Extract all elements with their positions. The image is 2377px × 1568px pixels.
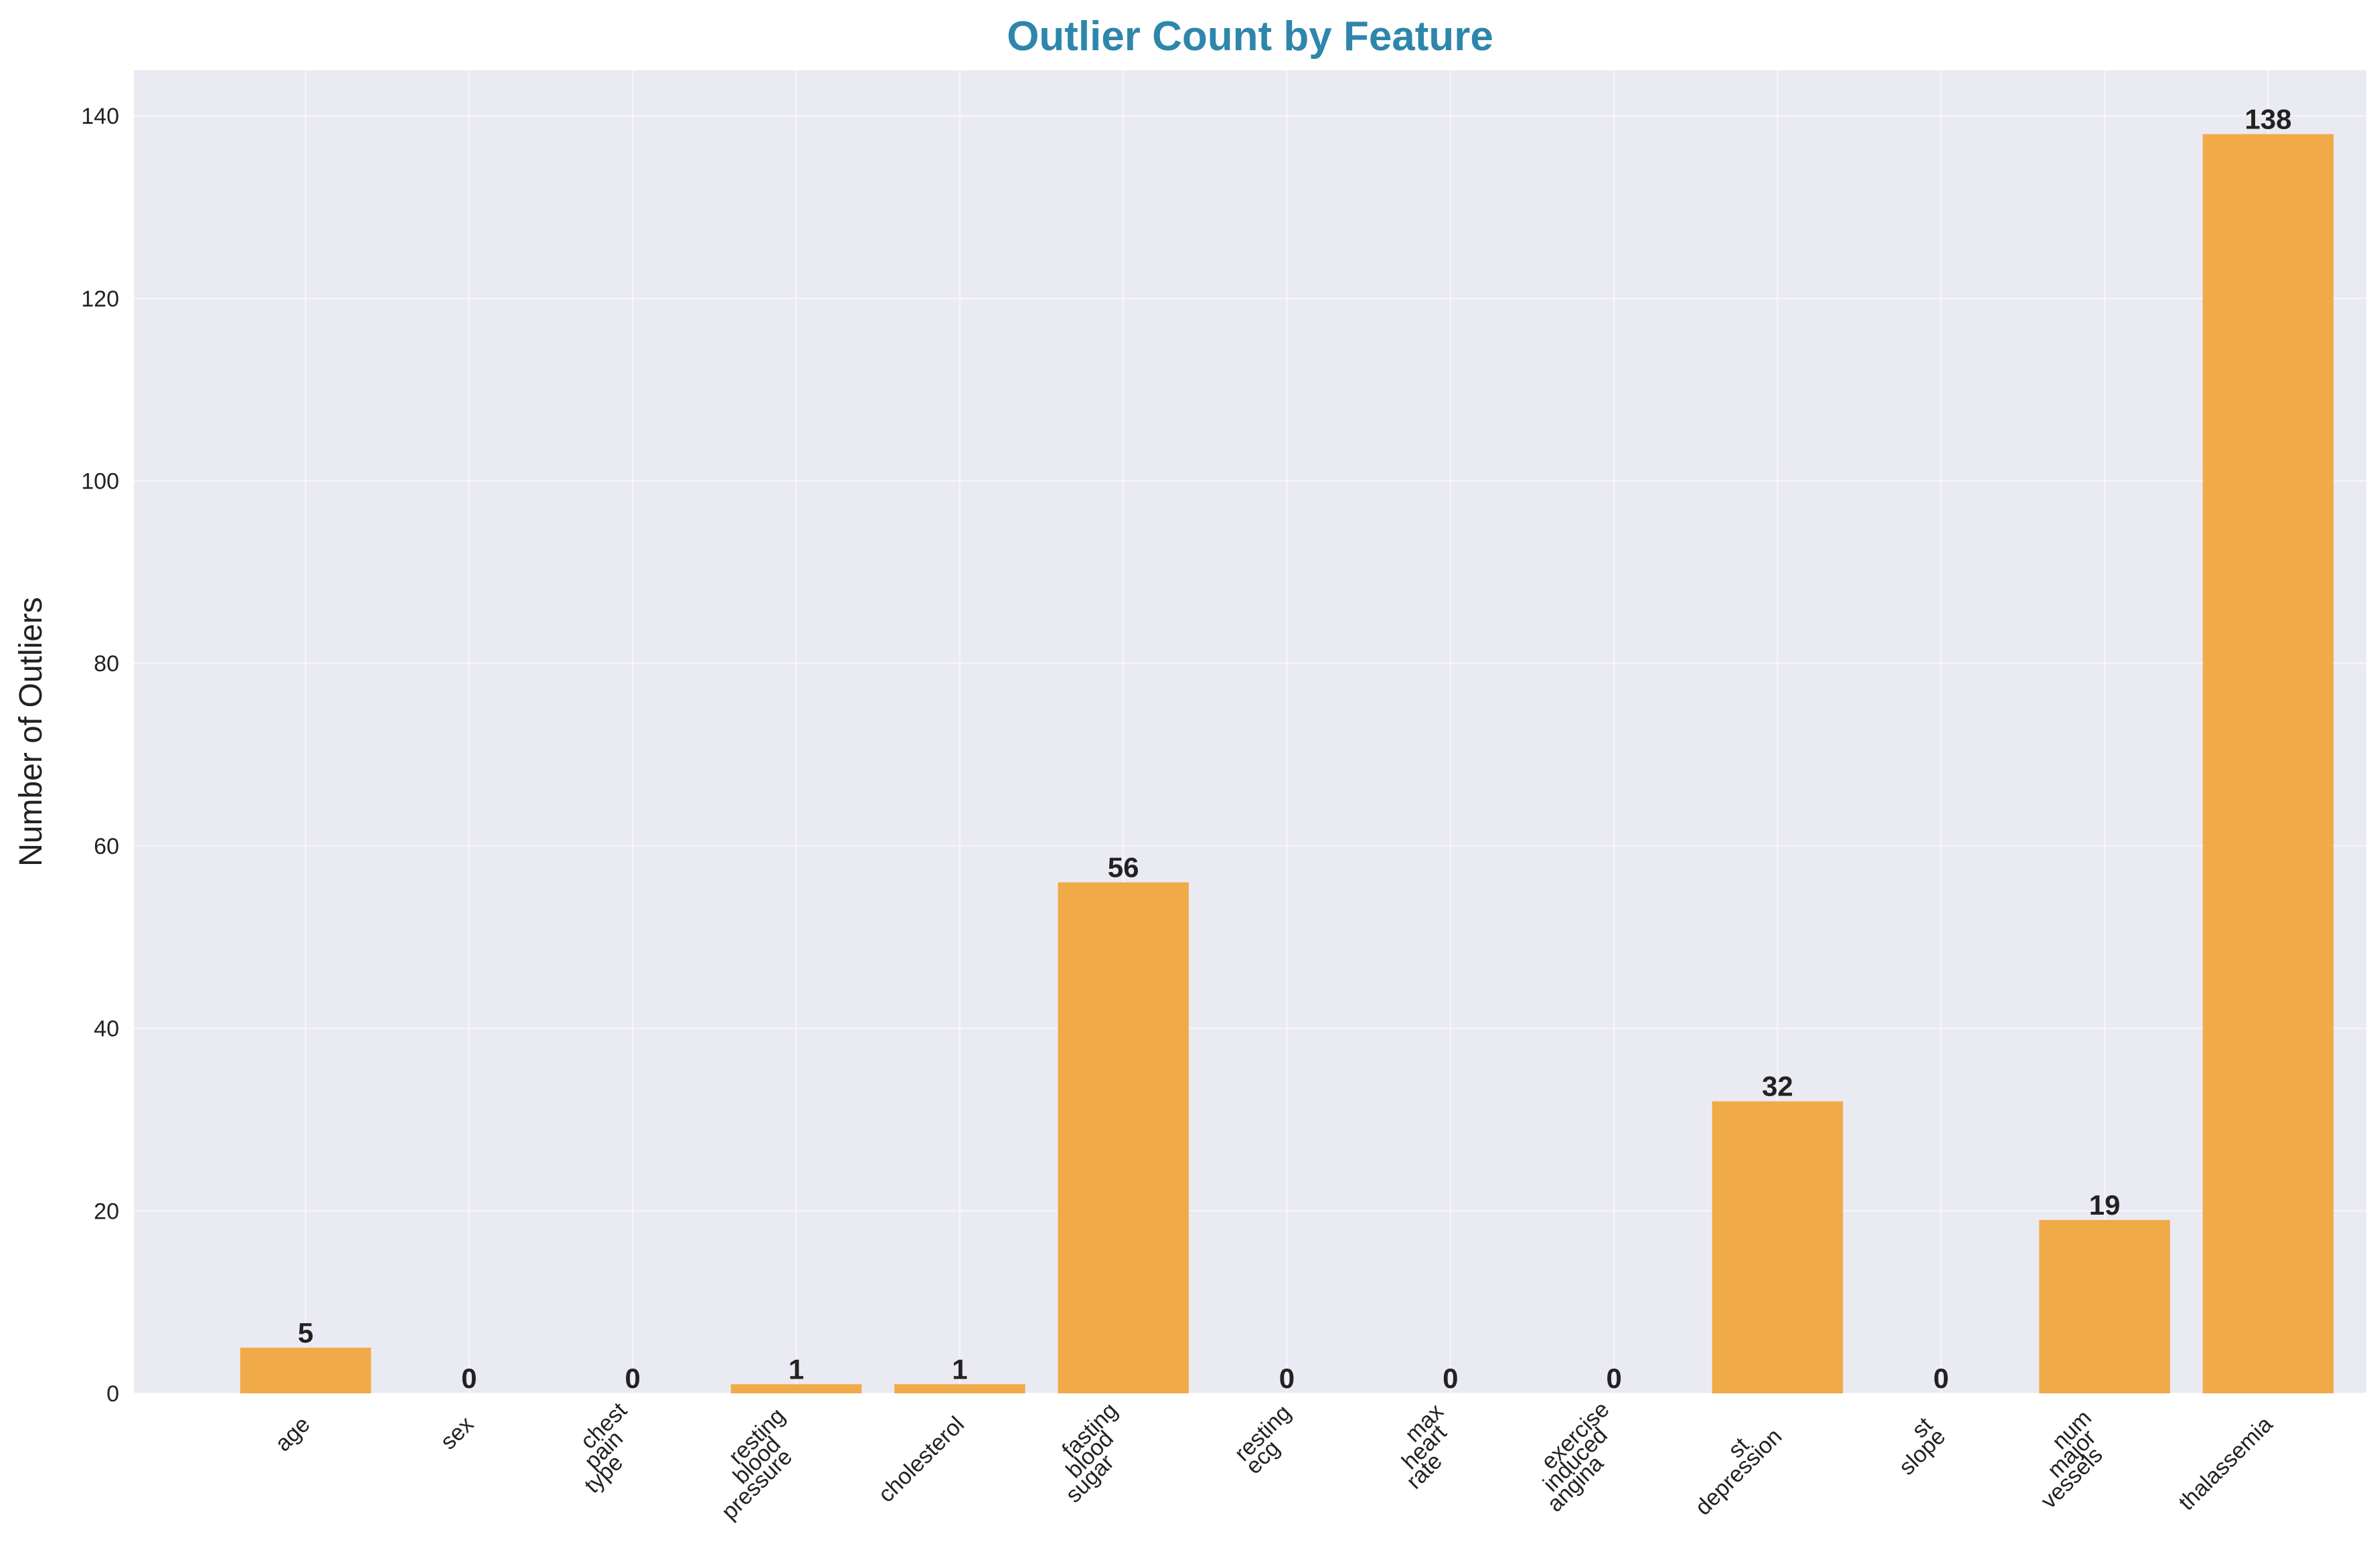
x-tick-label: age <box>270 1411 315 1456</box>
x-tick-text: thalassemia <box>2174 1411 2277 1515</box>
x-tick-text: age <box>270 1411 315 1456</box>
x-tick-label: restingbloodpressure <box>693 1403 815 1525</box>
bar <box>1712 1101 1843 1393</box>
x-tick-label: cholesterol <box>874 1411 969 1507</box>
data-label: 0 <box>1933 1363 1949 1394</box>
y-axis-ticks: 0 20 40 60 80 100 120 140 <box>81 104 119 1407</box>
data-label: 0 <box>1279 1363 1295 1394</box>
data-label: 56 <box>1108 851 1139 883</box>
x-tick-label: stslope <box>1882 1411 1951 1480</box>
bar <box>2202 134 2334 1393</box>
data-label: 0 <box>1606 1363 1621 1394</box>
y-tick-label: 20 <box>94 1199 119 1224</box>
data-label: 138 <box>2244 103 2291 135</box>
y-tick-label: 140 <box>81 104 119 129</box>
x-tick-label: restingecg <box>1229 1400 1308 1479</box>
x-tick-text: exerciseinducedangina <box>1518 1397 1639 1517</box>
y-tick-label: 100 <box>81 469 119 495</box>
x-axis-ticks: age sex chestpaintype restingbloodpressure c… <box>270 1397 2278 1525</box>
plot-area <box>134 70 2366 1393</box>
y-tick-label: 40 <box>94 1017 119 1042</box>
x-tick-label: stdepression <box>1678 1411 1787 1520</box>
data-label: 32 <box>1762 1071 1793 1102</box>
bar <box>240 1347 372 1393</box>
data-label: 1 <box>952 1353 967 1385</box>
x-tick-text: cholesterol <box>874 1411 969 1507</box>
data-label: 5 <box>298 1317 313 1348</box>
y-tick-label: 0 <box>106 1381 119 1407</box>
data-label: 1 <box>789 1353 804 1385</box>
x-tick-label: chestpaintype <box>556 1397 657 1498</box>
bar <box>730 1384 862 1393</box>
x-tick-text: stslope <box>1882 1411 1951 1480</box>
data-label: 0 <box>625 1363 641 1394</box>
y-tick-label: 120 <box>81 286 119 312</box>
x-tick-label: thalassemia <box>2174 1411 2277 1515</box>
x-tick-label: nummajorvessels <box>2012 1405 2121 1514</box>
bar <box>2039 1219 2170 1393</box>
y-tick-label: 80 <box>94 651 119 677</box>
x-tick-text: maxheartrate <box>1378 1399 1473 1494</box>
bar <box>894 1384 1026 1393</box>
x-tick-label: maxheartrate <box>1378 1399 1473 1494</box>
x-tick-text: nummajorvessels <box>2012 1405 2121 1514</box>
x-tick-text: stdepression <box>1678 1411 1787 1520</box>
data-label: 0 <box>1443 1363 1458 1394</box>
x-tick-text: restingbloodpressure <box>693 1403 815 1525</box>
chart-title: Outlier Count by Feature <box>1007 13 1493 60</box>
grid-lines <box>134 70 2366 1394</box>
y-tick-label: 60 <box>94 834 119 859</box>
x-tick-label: sex <box>436 1411 479 1454</box>
x-tick-text: fastingbloodsugar <box>1037 1398 1147 1508</box>
x-tick-text: chestpaintype <box>556 1397 657 1498</box>
bar <box>1058 882 1189 1393</box>
x-tick-text: sex <box>436 1411 479 1454</box>
bars <box>240 134 2334 1393</box>
x-tick-label: exerciseinducedangina <box>1518 1397 1639 1517</box>
data-label: 19 <box>2089 1189 2121 1221</box>
data-labels: 5 0 0 1 1 56 0 0 0 32 0 19 138 <box>298 103 2292 1394</box>
x-tick-label: fastingbloodsugar <box>1037 1398 1147 1508</box>
y-axis-label: Number of Outliers <box>13 597 49 867</box>
x-tick-text: restingecg <box>1229 1400 1308 1479</box>
data-label: 0 <box>461 1363 477 1394</box>
